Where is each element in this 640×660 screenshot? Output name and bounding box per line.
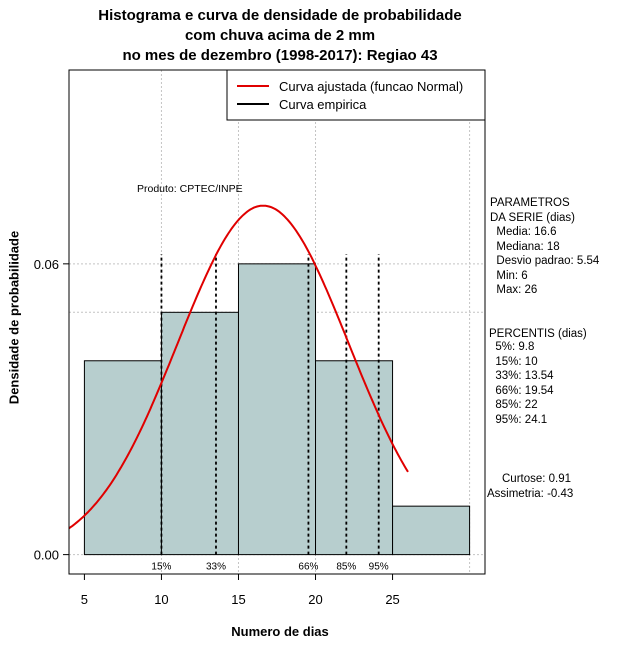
legend-label: Curva empirica <box>279 97 367 112</box>
histogram-bar <box>83 360 162 556</box>
chart-title-line-3: no mes de dezembro (1998-2017): Regiao 4… <box>122 47 438 64</box>
curtose-text: Curtose: 0.91 <box>502 473 572 485</box>
product-annotation: Produto: CPTEC/INPE <box>137 183 243 195</box>
percentile-label: 15% <box>151 562 171 573</box>
legend-label: Curva ajustada (funcao Normal) <box>279 79 463 94</box>
y-tick-label: 0.00 <box>34 548 59 563</box>
params-list: Media: 16.6 Mediana: 18 Desvio padrao: 5… <box>496 226 600 296</box>
x-tick-label: 15 <box>231 592 245 607</box>
percentile-label: 85% <box>336 562 356 573</box>
x-tick-label: 20 <box>308 592 322 607</box>
params-title: PARAMETROS DA SERIE (dias) <box>490 197 575 224</box>
assimetria-text: Assimetria: -0.43 <box>487 488 574 500</box>
percentis-list: 5%: 9.8 15%: 10 33%: 13.54 66%: 19.54 85… <box>495 341 554 426</box>
y-axis-label: Densidade de probabilidade <box>6 230 22 405</box>
percentile-label: 66% <box>298 562 318 573</box>
percentile-label: 95% <box>369 562 389 573</box>
normal-curve <box>68 204 409 530</box>
legend-box <box>226 69 486 121</box>
percentis-title: PERCENTIS (dias) <box>489 328 587 340</box>
x-tick-label: 25 <box>385 592 399 607</box>
histogram-bar <box>160 311 239 556</box>
histogram-bar <box>392 505 471 556</box>
y-tick-label: 0.06 <box>34 257 59 272</box>
chart-title-line-1: Histograma e curva de densidade de proba… <box>98 7 462 24</box>
histogram-bar <box>315 360 394 556</box>
x-tick-label: 10 <box>154 592 168 607</box>
x-tick-label: 5 <box>81 592 88 607</box>
x-axis-label: Numero de dias <box>231 624 329 639</box>
percentile-label: 33% <box>206 562 226 573</box>
histogram-bar <box>237 263 317 556</box>
chart-title-line-2: com chuva acima de 2 mm <box>184 27 376 44</box>
